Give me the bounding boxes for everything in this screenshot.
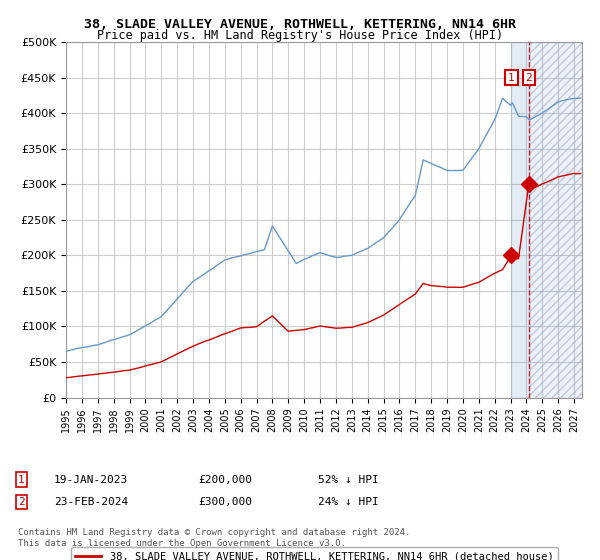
Text: Price paid vs. HM Land Registry's House Price Index (HPI): Price paid vs. HM Land Registry's House … — [97, 29, 503, 42]
Bar — [529, 42, 582, 398]
Text: 2: 2 — [526, 73, 532, 82]
Text: 19-JAN-2023: 19-JAN-2023 — [54, 475, 128, 485]
Text: 1: 1 — [508, 73, 515, 82]
Text: 38, SLADE VALLEY AVENUE, ROTHWELL, KETTERING, NN14 6HR: 38, SLADE VALLEY AVENUE, ROTHWELL, KETTE… — [84, 18, 516, 31]
Text: 24% ↓ HPI: 24% ↓ HPI — [318, 497, 379, 507]
Text: 23-FEB-2024: 23-FEB-2024 — [54, 497, 128, 507]
Bar — [529, 42, 582, 398]
Bar — [511, 42, 529, 398]
Legend: 38, SLADE VALLEY AVENUE, ROTHWELL, KETTERING, NN14 6HR (detached house), HPI: Av: 38, SLADE VALLEY AVENUE, ROTHWELL, KETTE… — [71, 547, 557, 560]
Text: 52% ↓ HPI: 52% ↓ HPI — [318, 475, 379, 485]
Text: Contains HM Land Registry data © Crown copyright and database right 2024.
This d: Contains HM Land Registry data © Crown c… — [18, 528, 410, 548]
Text: £200,000: £200,000 — [198, 475, 252, 485]
Text: 2: 2 — [18, 497, 25, 507]
Text: 1: 1 — [18, 475, 25, 485]
Text: £300,000: £300,000 — [198, 497, 252, 507]
